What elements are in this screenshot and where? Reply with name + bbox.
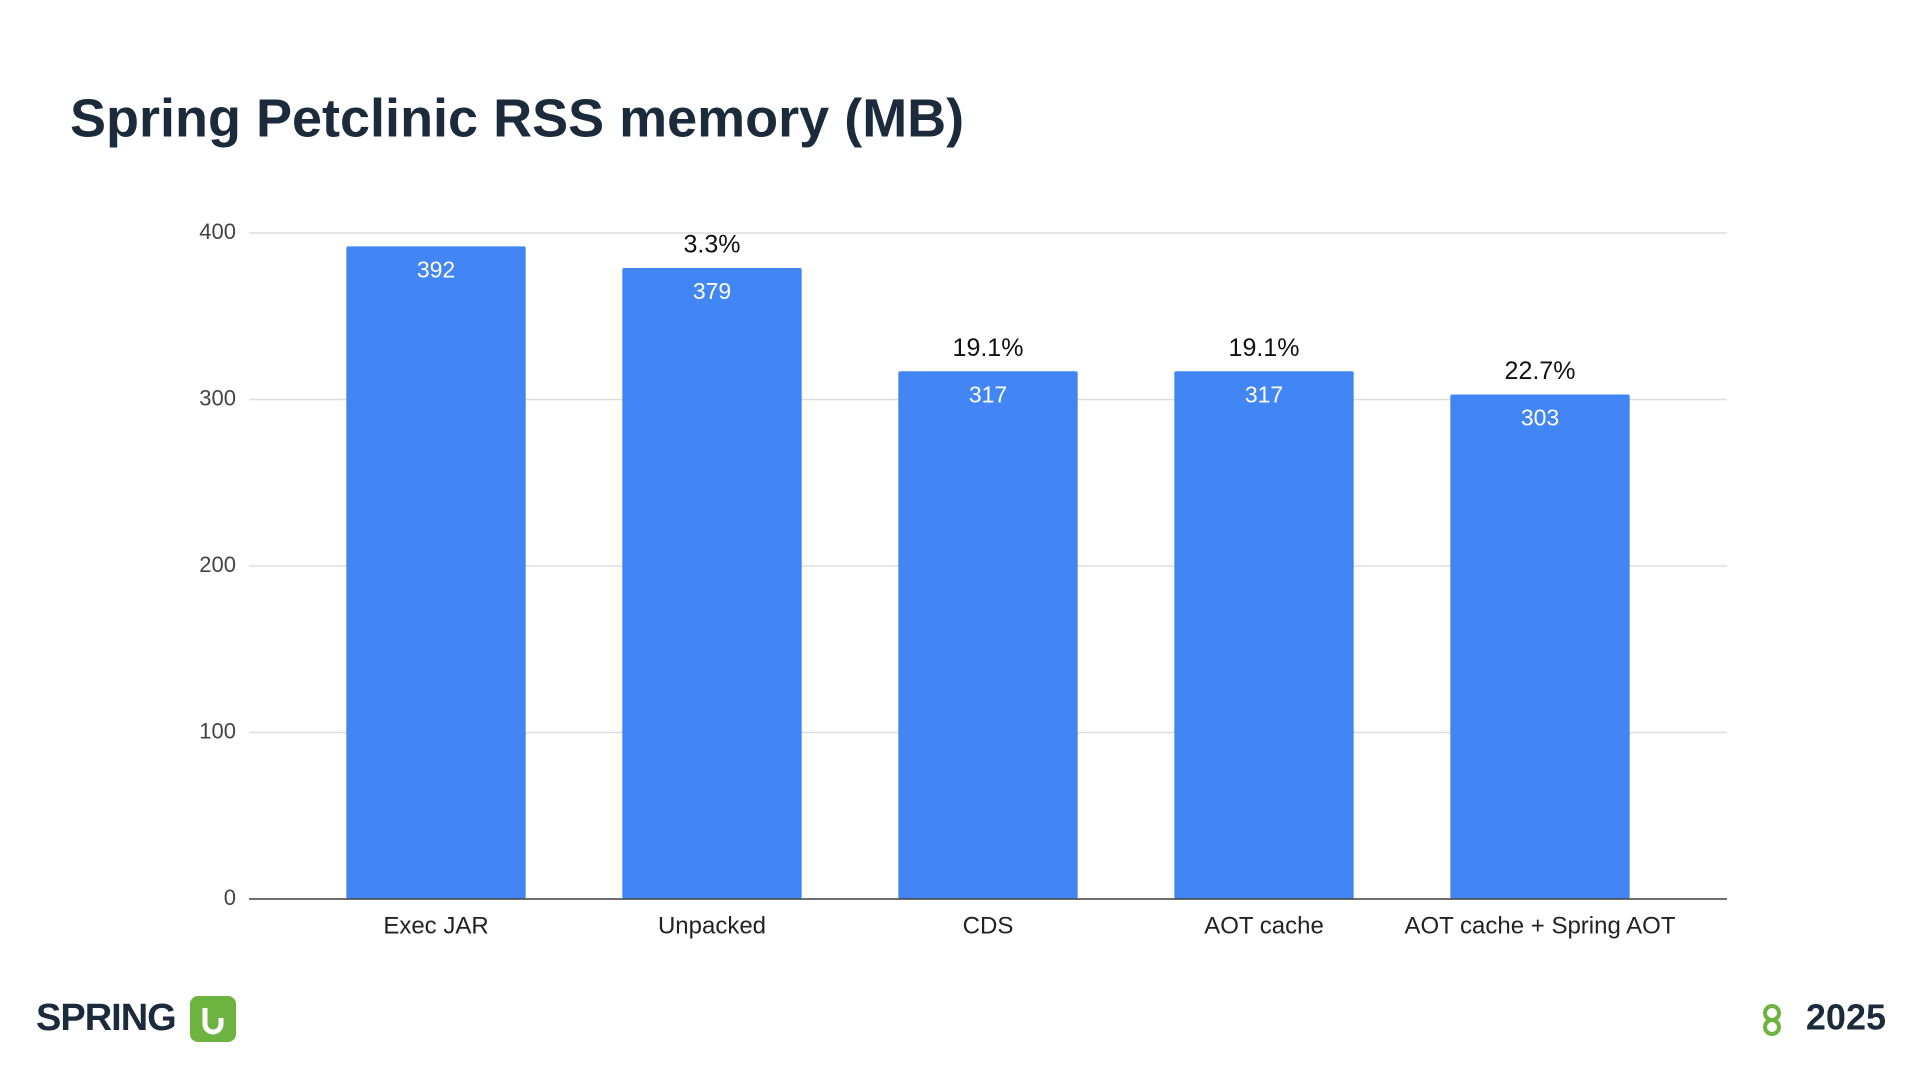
x-tick-label: Unpacked xyxy=(658,912,766,939)
value-label: 317 xyxy=(1245,381,1283,407)
value-label: 392 xyxy=(417,256,455,282)
x-tick-label: AOT cache xyxy=(1204,912,1324,939)
spring-logo: SPRING xyxy=(36,996,236,1042)
y-tick-label: 400 xyxy=(199,219,236,244)
x-tick-label: AOT cache + Spring AOT xyxy=(1404,912,1675,939)
event-icon xyxy=(1763,1018,1781,1036)
bar xyxy=(1450,394,1630,899)
annotation: 19.1% xyxy=(953,334,1024,362)
annotation: 22.7% xyxy=(1505,357,1576,385)
y-tick-label: 200 xyxy=(199,552,236,577)
bar xyxy=(346,246,526,899)
event-icon xyxy=(1763,1004,1781,1022)
brand-icon-glyph xyxy=(202,1008,224,1035)
bar xyxy=(1174,371,1354,899)
brand-text: SPRING xyxy=(36,997,176,1039)
annotation: 3.3% xyxy=(684,231,741,259)
x-tick-label: CDS xyxy=(963,912,1014,939)
bar xyxy=(898,371,1078,899)
y-tick-label: 100 xyxy=(199,718,236,743)
value-label: 317 xyxy=(969,381,1007,407)
y-tick-label: 300 xyxy=(199,385,236,410)
bar xyxy=(622,267,802,900)
value-label: 379 xyxy=(693,278,731,304)
annotation: 19.1% xyxy=(1229,334,1300,362)
event-logo: 2025 xyxy=(1763,997,1886,1038)
x-tick-label: Exec JAR xyxy=(383,912,488,939)
chart-title: Spring Petclinic RSS memory (MB) xyxy=(70,88,964,148)
brand-icon xyxy=(190,996,236,1042)
value-label: 303 xyxy=(1521,405,1559,431)
y-tick-label: 0 xyxy=(224,885,236,910)
event-year: 2025 xyxy=(1806,997,1886,1038)
